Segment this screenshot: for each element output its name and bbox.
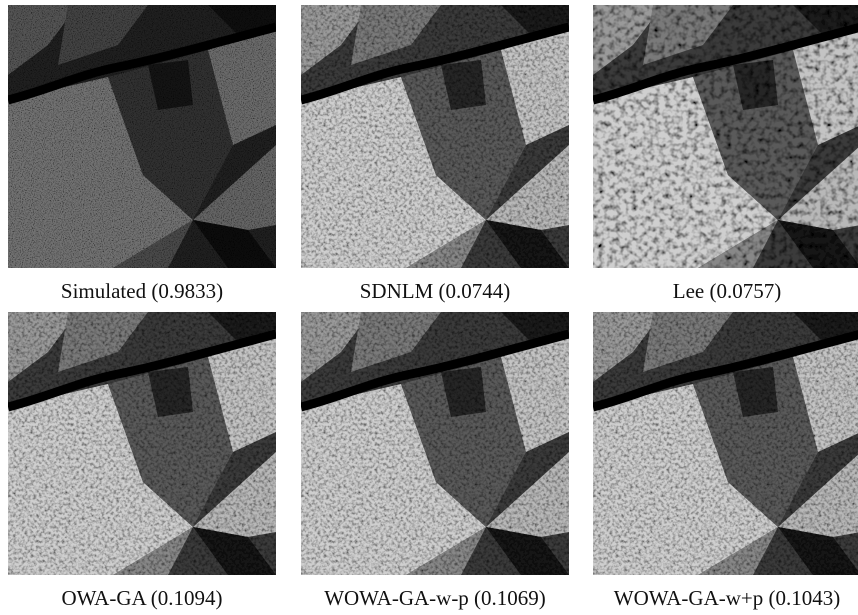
panel (8, 312, 276, 575)
panel-image (8, 312, 276, 575)
panel-image (593, 5, 858, 268)
caption: OWA-GA (0.1094) (62, 586, 223, 610)
scene (593, 312, 858, 575)
caption: WOWA-GA-w-p (0.1069) (324, 586, 546, 610)
panel (593, 5, 858, 268)
panel-image (301, 312, 569, 575)
caption: WOWA-GA-w+p (0.1043) (614, 586, 840, 610)
caption: Lee (0.0757) (673, 279, 781, 303)
caption: SDNLM (0.0744) (360, 279, 511, 303)
darken (8, 5, 276, 268)
caption: Simulated (0.9833) (61, 279, 223, 303)
panel (301, 312, 569, 575)
scene (8, 312, 276, 575)
scene (301, 312, 569, 575)
panel-image (301, 5, 569, 268)
panel (593, 312, 858, 575)
figure: Simulated (0.9833) SDNLM (0.0744) Lee (0.0… (0, 0, 858, 615)
panel (8, 5, 276, 268)
scene (301, 5, 569, 268)
panel (301, 5, 569, 268)
panel-image (593, 312, 858, 575)
scene (593, 5, 858, 268)
